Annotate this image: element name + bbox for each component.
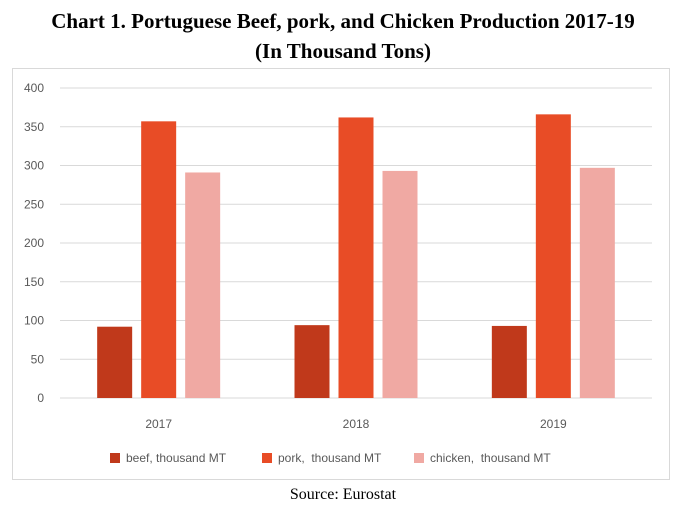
bar-2018-3 [382, 170, 418, 398]
source-note: Source: Eurostat [289, 486, 397, 503]
legend-label: beef, thousand MT [126, 451, 227, 465]
x-tick-label: 2018 [343, 417, 370, 431]
bar-2017-1 [97, 326, 133, 398]
y-tick-label: 200 [24, 236, 44, 250]
x-tick-label: 2019 [540, 417, 567, 431]
y-tick-label: 300 [24, 159, 44, 173]
y-tick-label: 400 [24, 81, 44, 95]
chart-title: Chart 1. Portuguese Beef, pork, and Chic… [51, 9, 635, 33]
y-tick-label: 100 [24, 314, 44, 328]
bar-2019-2 [535, 114, 571, 398]
y-tick-label: 350 [24, 120, 44, 134]
y-tick-label: 150 [24, 275, 44, 289]
legend-label: chicken, thousand MT [430, 451, 551, 465]
y-tick-label: 50 [31, 352, 45, 366]
x-tick-label: 2017 [145, 417, 172, 431]
bar-2019-1 [491, 325, 527, 398]
y-tick-label: 250 [24, 197, 44, 211]
bar-2019-3 [579, 167, 615, 398]
y-tick-label: 0 [37, 391, 44, 405]
legend-label: pork, thousand MT [278, 451, 382, 465]
legend-swatch [262, 453, 272, 463]
bar-2017-3 [185, 172, 221, 398]
bar-2017-2 [141, 121, 177, 398]
bar-2018-1 [294, 325, 330, 398]
legend-swatch [110, 453, 120, 463]
chart-subtitle: (In Thousand Tons) [255, 39, 431, 63]
bar-2018-2 [338, 117, 374, 398]
legend-swatch [414, 453, 424, 463]
